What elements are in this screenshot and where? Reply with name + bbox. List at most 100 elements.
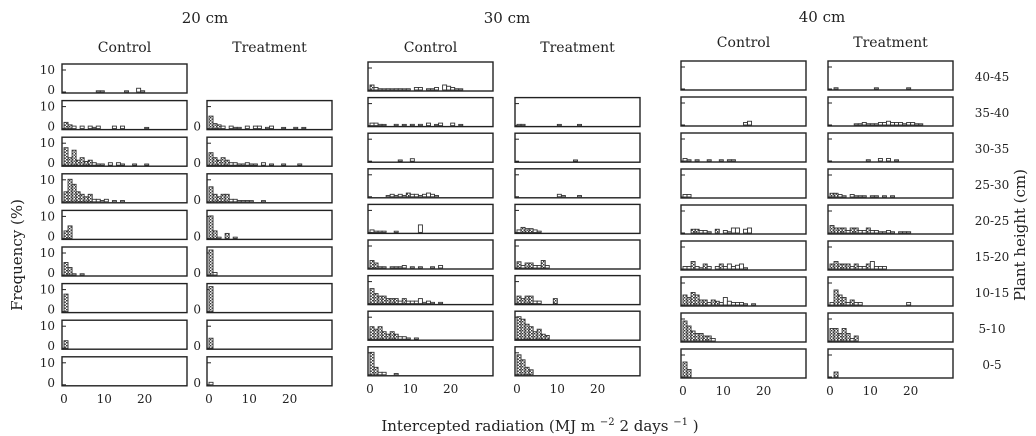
histogram-bar bbox=[682, 194, 688, 198]
x-tick-label: 0 bbox=[679, 384, 687, 398]
histogram-bar bbox=[682, 158, 688, 162]
y-tick-label: 10 bbox=[40, 356, 55, 370]
histogram-bar bbox=[682, 361, 688, 378]
histogram-bar bbox=[726, 159, 732, 162]
histogram-bar bbox=[698, 230, 704, 234]
panel-frame bbox=[367, 239, 494, 270]
panel-title: Control bbox=[98, 40, 152, 56]
histogram-bar bbox=[373, 328, 379, 340]
histogram-panel: 100 bbox=[40, 356, 188, 390]
histogram-bar bbox=[67, 267, 73, 276]
histogram-bar bbox=[426, 88, 431, 91]
histogram-bar bbox=[430, 266, 435, 269]
group-0: 20 cmControl1001001001001001001001001000… bbox=[40, 9, 333, 406]
panel-groups: 20 cmControl1001001001001001001001001000… bbox=[40, 8, 1010, 406]
panel-frame bbox=[680, 96, 807, 127]
histogram-bar bbox=[714, 228, 720, 234]
y-tick-label: 0 bbox=[193, 376, 201, 390]
histogram-bar bbox=[373, 230, 379, 233]
histogram-bar bbox=[906, 302, 912, 306]
histogram-bar bbox=[413, 300, 419, 305]
histogram-bar bbox=[63, 147, 69, 166]
histogram-bar bbox=[426, 300, 431, 305]
histogram-bar bbox=[833, 289, 839, 306]
histogram-bar bbox=[393, 230, 399, 233]
histogram-bar bbox=[743, 122, 748, 126]
histogram-bar bbox=[111, 200, 117, 203]
histogram-bar bbox=[67, 225, 73, 239]
histogram-bar bbox=[83, 196, 89, 203]
histogram-bar bbox=[405, 88, 411, 91]
histogram-bar bbox=[730, 159, 736, 162]
histogram-bar bbox=[694, 266, 700, 270]
histogram-bar bbox=[702, 335, 708, 342]
histogram-bar bbox=[902, 123, 908, 126]
histogram-bar bbox=[690, 330, 696, 342]
y-tick-label: 10 bbox=[40, 246, 55, 260]
histogram-bar bbox=[845, 333, 851, 342]
histogram-bar bbox=[63, 262, 69, 276]
histogram-bar bbox=[873, 87, 879, 90]
histogram-bar bbox=[63, 191, 69, 203]
histogram-bar bbox=[718, 263, 724, 270]
histogram-bar bbox=[833, 261, 839, 270]
histogram-bar bbox=[520, 123, 526, 127]
histogram-bar bbox=[739, 302, 744, 306]
histogram-bar bbox=[524, 323, 530, 340]
histogram-bar bbox=[212, 272, 218, 276]
histogram-bar bbox=[228, 198, 234, 203]
histogram-bar bbox=[124, 90, 129, 93]
histogram-bar bbox=[434, 195, 440, 198]
histogram-panel: 100 bbox=[40, 319, 188, 353]
histogram-bar bbox=[67, 124, 73, 130]
panel-title: Treatment bbox=[232, 40, 307, 56]
histogram-bar bbox=[393, 88, 399, 91]
histogram-bar bbox=[690, 292, 696, 306]
histogram-bar bbox=[397, 266, 403, 269]
histogram-bar bbox=[248, 200, 254, 203]
histogram-panel: 100 bbox=[40, 246, 188, 280]
y-tick-label: 0 bbox=[47, 83, 55, 97]
histogram-bar bbox=[829, 192, 835, 198]
histogram-bar bbox=[841, 328, 847, 342]
histogram-bar bbox=[861, 122, 867, 126]
histogram-bar bbox=[208, 115, 214, 130]
histogram-bar bbox=[373, 293, 379, 305]
histogram-bar bbox=[244, 200, 250, 203]
histogram-bar bbox=[401, 88, 407, 91]
histogram-panel bbox=[514, 96, 641, 128]
histogram-bar bbox=[877, 158, 883, 162]
plant-height-label: Plant height (cm) bbox=[1011, 169, 1029, 301]
y-tick-label: 0 bbox=[47, 193, 55, 207]
histogram-bar bbox=[861, 195, 867, 198]
y-tick-label: 10 bbox=[40, 283, 55, 297]
histogram-bar bbox=[381, 230, 387, 233]
histogram-bar bbox=[252, 125, 258, 130]
histogram-panel bbox=[367, 203, 494, 235]
histogram-bar bbox=[260, 200, 266, 203]
panel-frame bbox=[827, 168, 954, 199]
histogram-bar bbox=[220, 193, 226, 203]
histogram-bar bbox=[385, 298, 391, 305]
histogram-bar bbox=[881, 195, 887, 198]
histogram-bar bbox=[409, 193, 415, 198]
histogram-bar bbox=[115, 162, 121, 166]
histogram-bar bbox=[430, 301, 435, 305]
histogram-bar bbox=[377, 326, 383, 340]
x-tick-label: 10 bbox=[242, 392, 257, 406]
histogram-bar bbox=[869, 230, 875, 234]
y-tick-label: 0 bbox=[47, 303, 55, 317]
histogram-bar bbox=[877, 266, 883, 270]
histogram-bar bbox=[849, 338, 855, 342]
histogram-bar bbox=[454, 88, 460, 91]
histogram-bar bbox=[686, 369, 692, 378]
histogram-bar bbox=[252, 163, 258, 166]
histogram-bar bbox=[865, 159, 871, 162]
histogram-bar bbox=[389, 298, 395, 305]
histogram-bar bbox=[702, 230, 708, 234]
y-tick-label: 0 bbox=[193, 266, 201, 280]
histogram-bar bbox=[67, 157, 73, 166]
histogram-bar bbox=[377, 88, 383, 91]
histogram-bar bbox=[702, 263, 708, 270]
histogram-bar bbox=[220, 125, 226, 130]
